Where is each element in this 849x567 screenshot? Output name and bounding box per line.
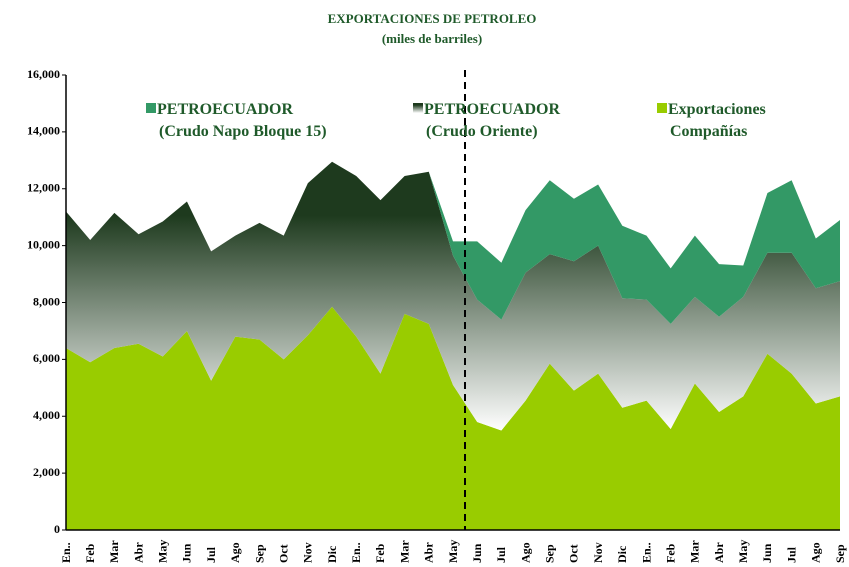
chart-subtitle: (miles de barriles) xyxy=(382,31,482,46)
legend-label: Exportaciones Compañías xyxy=(668,101,770,140)
y-tick-label: 10,000 xyxy=(27,237,60,251)
y-tick-label: 2,000 xyxy=(33,465,60,479)
legend-label: PETROECUADOR (Crudo Napo Bloque 15) xyxy=(157,101,327,140)
y-tick-label: 16,000 xyxy=(27,67,60,81)
x-tick-label: Nov xyxy=(301,542,315,563)
x-tick-label: May xyxy=(156,540,170,563)
area xyxy=(66,161,840,431)
y-tick-label: 4,000 xyxy=(33,408,60,422)
x-tick-label: May xyxy=(736,540,750,563)
legend-swatch xyxy=(146,103,156,113)
x-tick-label: Jul xyxy=(494,546,508,563)
x-tick-label: May xyxy=(446,540,460,563)
x-tick-label: Sep xyxy=(543,544,557,563)
x-tick-label: Jun xyxy=(760,543,774,563)
x-tick-label: Mar xyxy=(397,540,411,563)
x-tick-label: En.. xyxy=(349,542,363,563)
x-tick-label: Sep xyxy=(833,544,847,563)
x-tick-label: Dic xyxy=(615,545,629,563)
y-tick-label: 0 xyxy=(54,522,60,536)
x-tick-label: Jul xyxy=(204,546,218,563)
x-tick-label: Abr xyxy=(422,542,436,563)
x-tick-label: Ago xyxy=(228,542,242,563)
x-tick-label: Feb xyxy=(83,543,97,563)
y-tick-label: 8,000 xyxy=(33,294,60,308)
x-tick-label: Oct xyxy=(567,544,581,563)
x-tick-label: Mar xyxy=(688,540,702,563)
x-tick-label: Abr xyxy=(712,542,726,563)
x-tick-label: Ago xyxy=(809,542,823,563)
legend-swatch xyxy=(413,103,423,113)
area xyxy=(66,306,840,530)
legend-label: PETROECUADOR (Crudo Oriente) xyxy=(424,101,564,140)
x-tick-label: Ago xyxy=(518,542,532,563)
chart-title: EXPORTACIONES DE PETROLEO xyxy=(328,11,537,26)
x-tick-label: En.. xyxy=(639,542,653,563)
area xyxy=(66,161,840,324)
x-tick-label: Feb xyxy=(373,543,387,563)
x-tick-label: Feb xyxy=(663,543,677,563)
y-tick-label: 12,000 xyxy=(27,181,60,195)
x-tick-label: Jun xyxy=(470,543,484,563)
x-tick-label: Dic xyxy=(325,545,339,563)
plot-areas xyxy=(66,161,840,530)
x-tick-label: Oct xyxy=(276,544,290,563)
y-tick-label: 14,000 xyxy=(27,124,60,138)
x-tick-label: Nov xyxy=(591,542,605,563)
x-tick-label: Sep xyxy=(252,544,266,563)
x-tick-label: Jul xyxy=(784,546,798,563)
x-tick-label: Abr xyxy=(131,542,145,563)
x-tick-label: Mar xyxy=(107,540,121,563)
legend-swatch xyxy=(657,103,667,113)
x-tick-label: En.. xyxy=(59,542,73,563)
y-tick-label: 6,000 xyxy=(33,351,60,365)
x-tick-label: Jun xyxy=(180,543,194,563)
